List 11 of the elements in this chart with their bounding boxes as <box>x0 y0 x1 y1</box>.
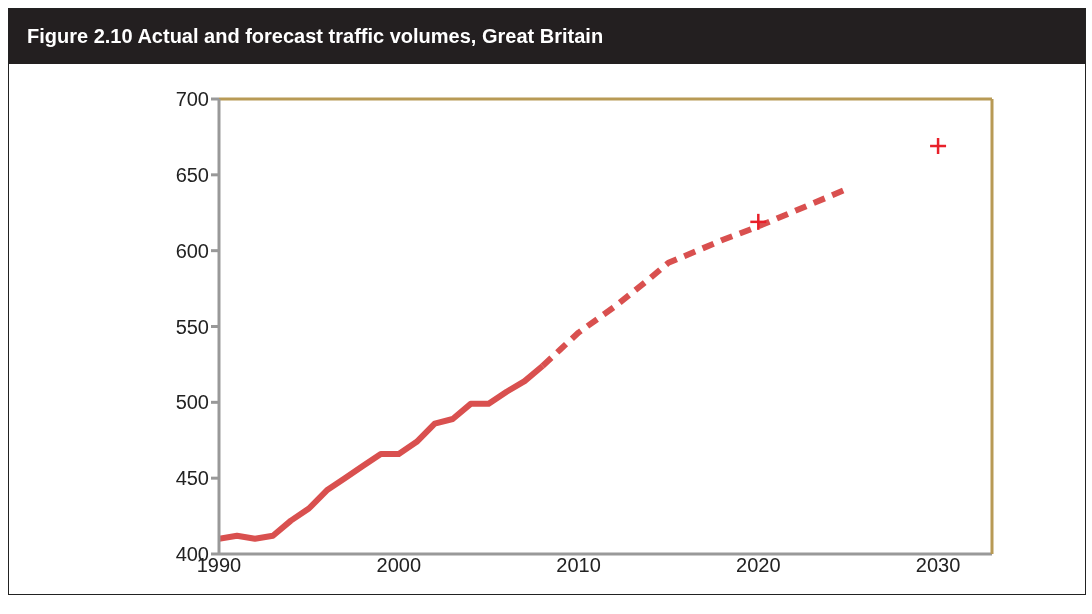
y-tick-label: 500 <box>175 391 209 414</box>
x-tick-label: 2000 <box>376 554 422 577</box>
y-tick-label: 550 <box>175 315 209 338</box>
y-tick-label: 450 <box>175 467 209 490</box>
x-tick-label: 2030 <box>915 554 961 577</box>
chart-title: Figure 2.10 Actual and forecast traffic volumes, Great Britain <box>9 9 1085 64</box>
x-tick-label: 2010 <box>556 554 601 577</box>
y-tick-label: 600 <box>175 239 209 262</box>
y-tick-label: 650 <box>175 163 209 186</box>
x-tick-label: 2020 <box>736 554 781 577</box>
y-tick-label: 700 <box>175 88 209 111</box>
